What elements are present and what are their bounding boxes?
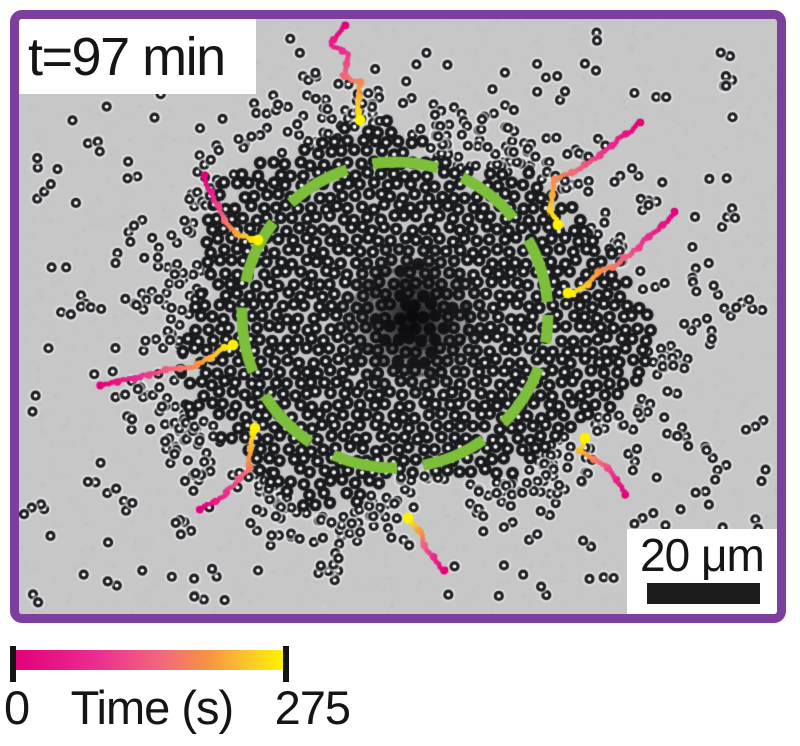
- micrograph-frame: t=97 min 20 μm: [10, 10, 786, 623]
- colorbar-title: Time (s): [70, 681, 235, 734]
- scale-bar-label: 20 μm: [640, 529, 765, 581]
- colorbar-max-label: 275: [274, 681, 351, 734]
- colorbar-left-tick: [10, 646, 16, 682]
- colorbar-min-label: 0: [4, 681, 30, 734]
- scale-bar-rect: [647, 582, 760, 604]
- time-label-box: t=97 min: [19, 19, 256, 94]
- time-label-text: t=97 min: [28, 26, 226, 87]
- colorbar-labels: 0 Time (s) 275: [4, 681, 351, 734]
- micrograph-image: [19, 19, 777, 614]
- colorbar-right-tick: [283, 646, 289, 682]
- colorbar-gradient: [16, 650, 283, 670]
- scale-bar-box: 20 μm: [627, 529, 777, 614]
